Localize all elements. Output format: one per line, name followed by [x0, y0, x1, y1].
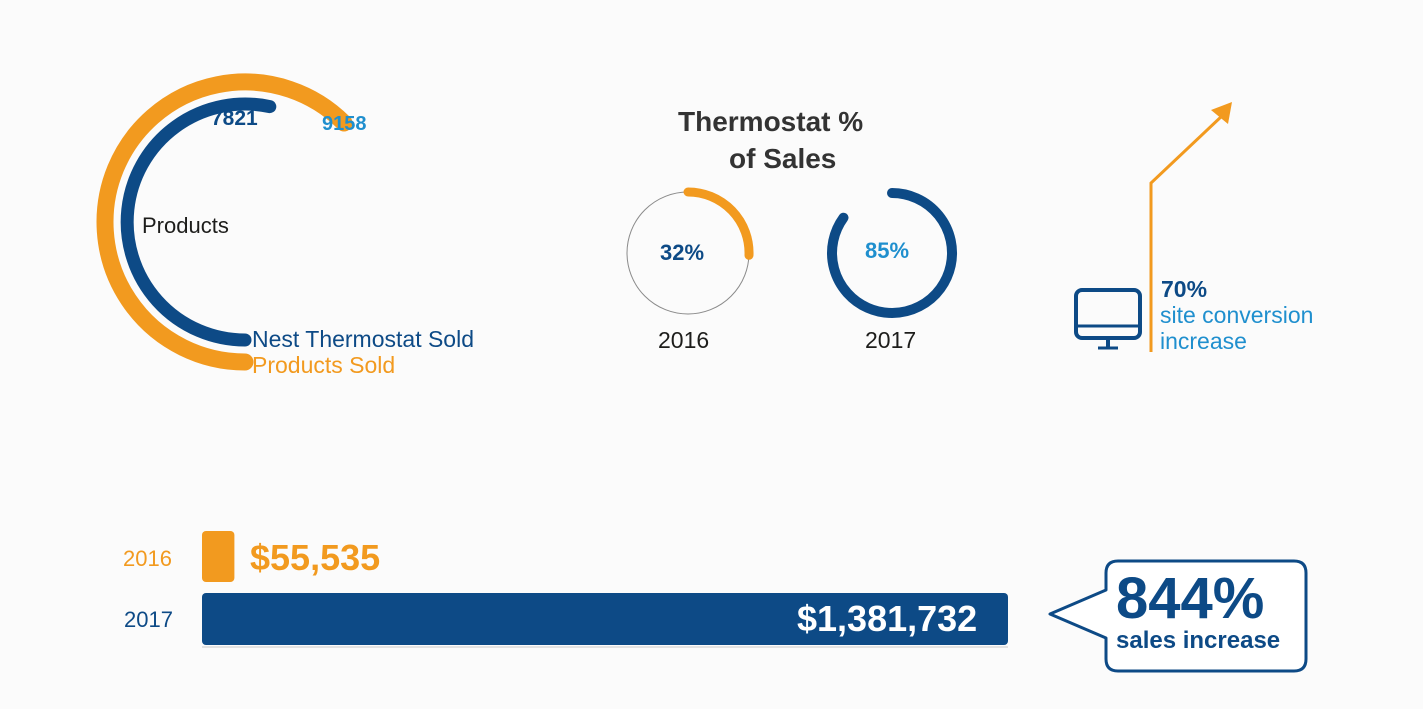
conversion-line1: site conversion: [1160, 302, 1314, 328]
nest-legend-label: Nest Thermostat Sold: [252, 326, 475, 352]
products-legend-label: Products Sold: [252, 352, 396, 378]
monitor-icon: [1074, 288, 1142, 350]
sales-increase-label: sales increase: [1116, 627, 1281, 654]
bar-2016-value: $55,535: [250, 537, 381, 578]
donut-2016-arc: [683, 187, 754, 260]
sales-increase-value: 844%: [1116, 566, 1265, 631]
conversion-value: 70%: [1161, 276, 1208, 302]
growth-arrow-line: [1149, 113, 1225, 352]
donut-2017-arc: [827, 188, 957, 318]
products-center-label: Products: [142, 213, 229, 238]
bar-2017-year: 2017: [124, 607, 173, 632]
products-value-label: 9158: [322, 113, 367, 135]
donut-title-line2: of Sales: [729, 143, 837, 174]
sales-increase-bubble: [1048, 559, 1308, 673]
donut-title-line1: Thermostat %: [678, 106, 864, 137]
conversion-line2: increase: [1160, 328, 1247, 354]
nest-value-label: 7821: [211, 107, 258, 130]
bar-2016-year: 2016: [123, 546, 172, 571]
donut-2017-value: 85%: [865, 238, 910, 263]
donut-2016-value: 32%: [660, 240, 705, 265]
donut-2017-year: 2017: [865, 327, 917, 353]
growth-arrow-head: [1211, 102, 1232, 124]
bar-2017: [202, 593, 1008, 645]
bar-2016: [202, 531, 235, 582]
products-sold-arc: [96, 73, 353, 371]
donut-2016-year: 2016: [658, 327, 710, 353]
bar-2017-value: $1,381,732: [797, 598, 978, 639]
nest-thermostat-arc: [120, 97, 277, 347]
